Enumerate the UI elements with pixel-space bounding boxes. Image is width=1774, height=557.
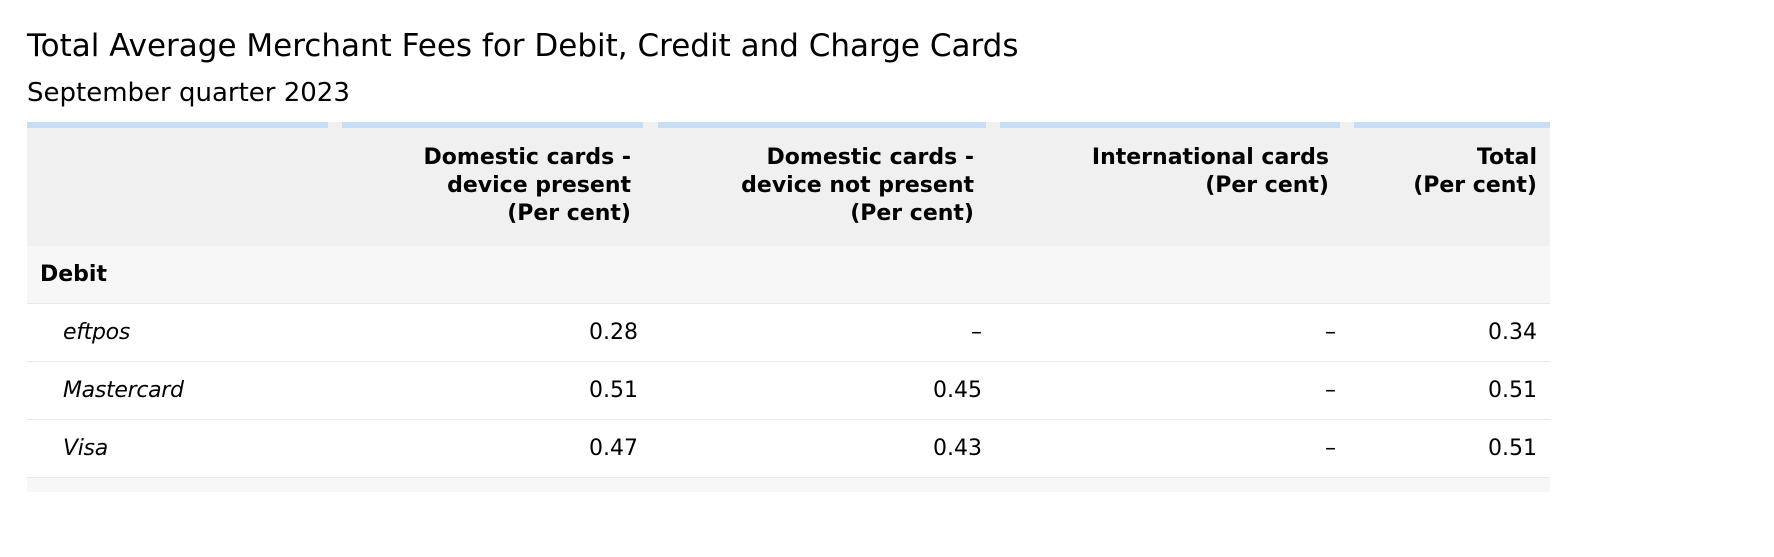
table-header: Domestic cards - device present (Per cen… bbox=[27, 122, 1550, 246]
fees-table: Domestic cards - device present (Per cen… bbox=[27, 122, 1550, 492]
group-label: Debit bbox=[40, 262, 107, 287]
table-row: Visa 0.47 0.43 – 0.51 bbox=[27, 420, 1550, 478]
column-header-domestic-present: Domestic cards - device present (Per cen… bbox=[423, 145, 631, 226]
table-row: eftpos 0.28 – – 0.34 bbox=[27, 304, 1550, 362]
column-accent-bar bbox=[1354, 122, 1550, 128]
column-header-international: International cards (Per cent) bbox=[1091, 145, 1329, 198]
cell-total: 0.34 bbox=[1488, 320, 1537, 345]
column-header-total: Total (Per cent) bbox=[1413, 145, 1537, 198]
column-accent-bar bbox=[658, 122, 986, 128]
column-accent-bar bbox=[27, 122, 328, 128]
cell-total: 0.51 bbox=[1488, 436, 1537, 461]
cell-international: – bbox=[1325, 320, 1336, 345]
row-label: eftpos bbox=[63, 320, 130, 345]
page-subtitle: September quarter 2023 bbox=[27, 78, 350, 108]
cell-international: – bbox=[1325, 378, 1336, 403]
cell-total: 0.51 bbox=[1488, 378, 1537, 403]
cell-domestic-present: 0.47 bbox=[589, 436, 638, 461]
column-header-domestic-not-present: Domestic cards - device not present (Per… bbox=[741, 145, 974, 226]
row-label: Mastercard bbox=[63, 378, 184, 403]
row-label: Visa bbox=[63, 436, 108, 461]
cell-domestic-not-present: 0.45 bbox=[933, 378, 982, 403]
column-accent-bar bbox=[342, 122, 643, 128]
table-row-partial bbox=[27, 478, 1550, 492]
group-row-debit: Debit bbox=[27, 246, 1550, 304]
column-accent-bar bbox=[1000, 122, 1340, 128]
page-title: Total Average Merchant Fees for Debit, C… bbox=[27, 28, 1019, 64]
cell-domestic-not-present: – bbox=[971, 320, 982, 345]
cell-domestic-present: 0.51 bbox=[589, 378, 638, 403]
cell-domestic-present: 0.28 bbox=[589, 320, 638, 345]
table-row: Mastercard 0.51 0.45 – 0.51 bbox=[27, 362, 1550, 420]
cell-international: – bbox=[1325, 436, 1336, 461]
cell-domestic-not-present: 0.43 bbox=[933, 436, 982, 461]
